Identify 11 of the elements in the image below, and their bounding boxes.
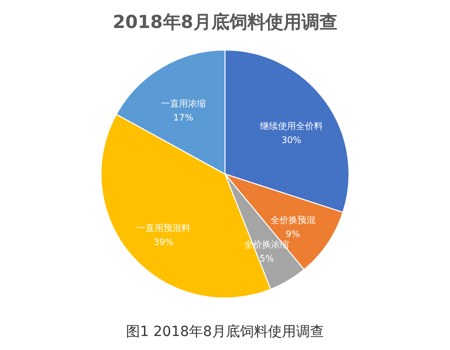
data-label: 17% <box>173 113 194 124</box>
slice-label: 一直用预混料 <box>136 223 190 234</box>
data-label: 9% <box>286 230 300 240</box>
data-label: 5% <box>260 254 274 265</box>
data-label: 39% <box>153 238 174 248</box>
data-label: 30% <box>281 136 302 146</box>
slice-label: 继续使用全价料 <box>260 120 323 132</box>
caption: 图1 2018年8月底饲料使用调查 <box>126 324 324 340</box>
slice-label: 全价换预混 <box>270 215 316 226</box>
chart-title: 2018年8月底饲料使用调查 <box>112 12 338 33</box>
slice-label: 一直用浓缩 <box>160 98 206 110</box>
